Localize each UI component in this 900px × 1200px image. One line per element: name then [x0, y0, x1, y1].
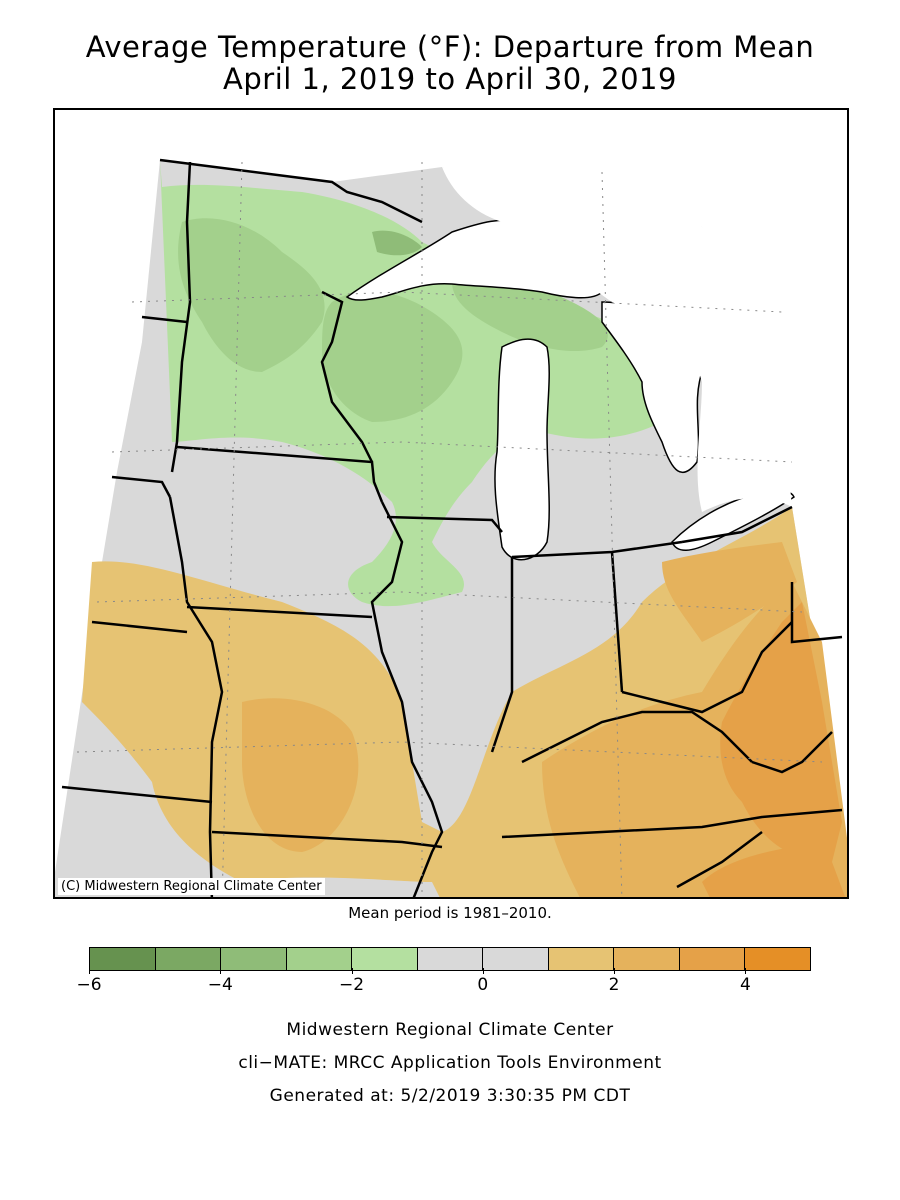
- legend-tick: [351, 968, 353, 974]
- footer-organization: Midwestern Regional Climate Center: [286, 1020, 614, 1040]
- legend-tick: [614, 968, 616, 974]
- state-boundaries: [61, 158, 843, 897]
- legend-tick: [482, 968, 484, 974]
- region-warm-plus3: [720, 602, 842, 862]
- legend-tick-label: 0: [477, 975, 489, 995]
- legend-color-swatch: [286, 948, 353, 970]
- legend-tick: [89, 968, 90, 974]
- legend-tick-label: −4: [207, 975, 233, 995]
- legend-tick-label: −6: [76, 975, 102, 995]
- legend-tick: [745, 968, 747, 974]
- legend-color-swatch: [155, 948, 222, 970]
- legend-color-swatch: [221, 948, 287, 970]
- legend-color-swatch: [352, 948, 418, 970]
- legend-color-swatch: [417, 948, 484, 970]
- canada-land: [442, 167, 792, 512]
- legend-tick: [220, 968, 222, 974]
- region-cool-minus2: [178, 218, 325, 372]
- map-date-range: April 1, 2019 to April 30, 2019: [223, 62, 677, 96]
- region-warm-plus3-small: [702, 847, 846, 897]
- legend-color-swatch: [679, 948, 746, 970]
- footer-generated-time: Generated at: 5/2/2019 3:30:35 PM CDT: [269, 1086, 631, 1106]
- region-cool-minus2-wi: [322, 291, 463, 422]
- region-warm-plus2-ohio: [662, 542, 797, 642]
- legend-color-swatch: [548, 948, 615, 970]
- map-frame: (C) Midwestern Regional Climate Center: [53, 108, 849, 899]
- lat-lon-grid: [76, 161, 823, 897]
- legend-tick-label: −2: [339, 975, 365, 995]
- region-cool-minus2-up: [452, 278, 608, 352]
- lake-erie: [671, 489, 795, 551]
- legend-tick-label: 2: [608, 975, 620, 995]
- map-copyright: (C) Midwestern Regional Climate Center: [58, 878, 325, 895]
- footer-application: cli−MATE: MRCC Application Tools Environ…: [238, 1053, 662, 1073]
- region-cool-minus3: [372, 230, 422, 256]
- lake-michigan: [494, 338, 550, 561]
- region-warm-plus2: [242, 698, 359, 852]
- legend-color-swatch: [483, 948, 549, 970]
- map-title: Average Temperature (°F): Departure from…: [85, 30, 815, 64]
- legend-color-swatch: [614, 948, 680, 970]
- temperature-departure-map: [55, 158, 847, 897]
- legend-color-swatch: [90, 948, 156, 970]
- mean-period-note: Mean period is 1981–2010.: [348, 904, 552, 922]
- color-legend-bar: [89, 947, 811, 971]
- legend-color-swatch: [745, 948, 811, 970]
- legend-tick-label: 4: [739, 975, 751, 995]
